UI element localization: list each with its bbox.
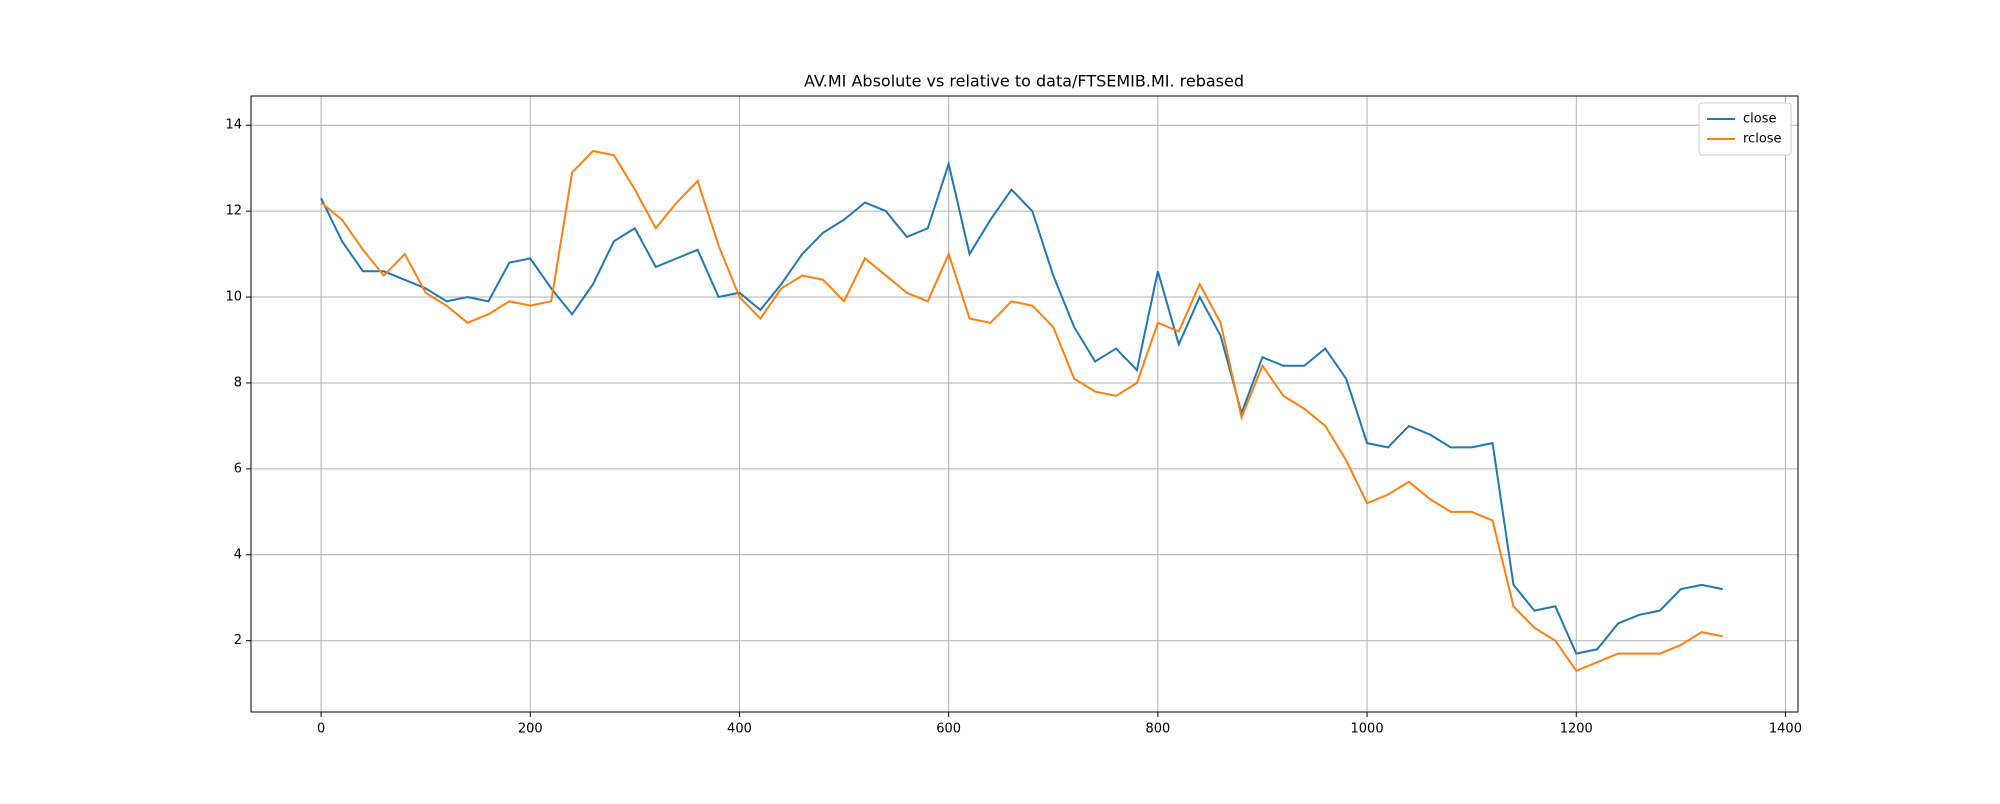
- y-tick-label: 10: [225, 290, 242, 305]
- x-tick-label: 800: [1145, 722, 1170, 737]
- chart-title: AV.MI Absolute vs relative to data/FTSEM…: [804, 72, 1244, 91]
- x-tick-label: 600: [936, 722, 961, 737]
- x-tick-label: 1000: [1351, 722, 1384, 737]
- legend-box: [1698, 102, 1792, 156]
- legend-label: close: [1743, 112, 1776, 127]
- y-tick-label: 8: [234, 375, 242, 390]
- x-tick-label: 0: [317, 722, 325, 737]
- y-tick-label: 12: [225, 204, 242, 219]
- x-tick-label: 1200: [1560, 722, 1593, 737]
- y-tick-label: 4: [234, 547, 242, 562]
- y-tick-label: 14: [225, 118, 242, 133]
- y-tick-label: 2: [234, 633, 242, 648]
- x-tick-label: 400: [727, 722, 752, 737]
- legend-label: rclose: [1743, 132, 1782, 147]
- plot-frame: [250, 95, 1799, 713]
- x-tick-label: 200: [518, 722, 543, 737]
- x-tick-label: 1400: [1769, 722, 1802, 737]
- series-line: [320, 160, 1723, 655]
- series-line: [320, 149, 1723, 672]
- y-tick-label: 6: [234, 461, 242, 476]
